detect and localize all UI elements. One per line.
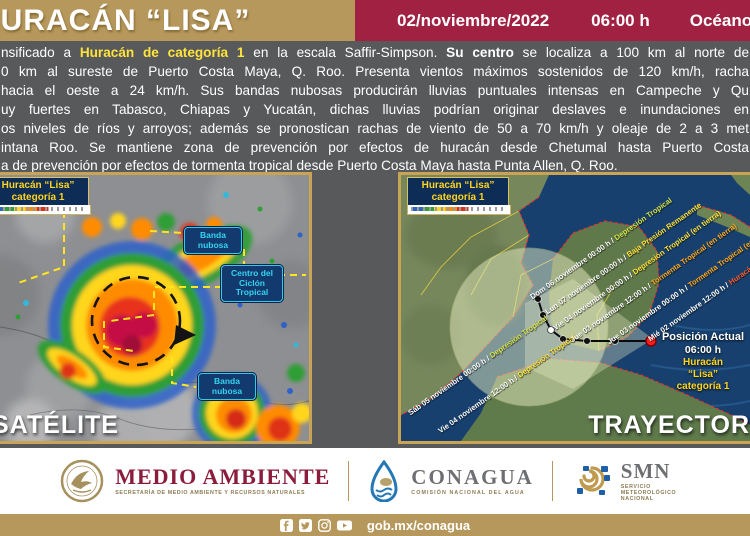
band-label-bottom: Banda nubosa [198,373,256,400]
smn-logo: SMN SERVICIO METEOROLÓGICO NACIONAL [571,460,691,502]
position-storm-category: categoría 1 [676,381,730,392]
youtube-icon[interactable] [336,519,352,532]
bulletin-line-2: 0 km al sureste de Puerto Costa Maya, Q.… [1,63,749,79]
position-storm-name: “Lisa” [687,369,718,380]
storm-badge-title: Huracán “Lisa” [1,180,75,191]
footer-url[interactable]: gob.mx/conagua [366,517,471,533]
header-title-band: HURACÁN “LISA” [0,0,355,41]
conagua-drop-icon [370,460,398,502]
trajectory-caption: TRAYECTORIA [588,411,750,439]
semarnat-logo: MEDIO AMBIENTE SECRETARÍA DE MEDIO AMBIE… [59,458,330,504]
position-title: Posición Actual [661,331,745,343]
bulletin-line-1: nsificado a Huracán de categoría 1 en la… [0,44,749,63]
page-title: HURACÁN “LISA” [0,3,251,37]
storm-badge-subtitle: categoría 1 [11,192,65,203]
semarnat-subtitle: SECRETARÍA DE MEDIO AMBIENTE Y RECURSOS … [115,490,306,496]
smn-title: SMN [620,458,671,483]
position-time: 06:00 h [684,344,722,356]
bulletin-line-3: hacia el oeste a 24 km/h. Sus bandas nub… [1,82,749,98]
current-position-label: Posición Actual 06:00 h Huracán “Lisa” c… [647,331,750,393]
storm-badge: Huracán “Lisa” categoría 1 [407,177,509,206]
institution-footer: MEDIO AMBIENTE SECRETARÍA DE MEDIO AMBIE… [0,448,750,514]
bulletin-time: 06:00 h [591,10,650,30]
conagua-title: CONAGUA [411,464,534,489]
line1-highlight: Huracán de categoría 1 [79,45,245,60]
trajectory-panel: Huracán “Lisa” categoría 1 Sáb 05 noviem… [398,172,750,444]
header-meta-band: 02/noviembre/2022 06:00 h Océano Atlánti… [355,0,750,41]
semarnat-seal-icon [60,459,104,503]
smn-swirl-icon [576,466,610,495]
facebook-icon[interactable] [279,518,293,532]
footer-divider [551,461,553,501]
smn-subtitle: SERVICIO METEOROLÓGICO NACIONAL [620,483,677,502]
band-label-top: Banda nubosa [184,227,242,254]
color-scale-strip [407,205,511,215]
instagram-icon[interactable] [317,518,331,532]
bulletin-basin: Océano Atlántico [689,10,750,30]
bottom-bar: gob.mx/conagua [0,514,750,536]
storm-badge-subtitle: categoría 1 [431,192,485,203]
line1-post: se localiza a 100 km al norte de [513,45,750,60]
position-storm-type: Huracán [682,357,723,368]
line1-pre: nsificado a [1,45,80,60]
semarnat-title: MEDIO AMBIENTE [115,464,331,489]
trajectory-map-image [401,175,750,441]
line1-mid: en la escala Saffir-Simpson. [244,45,447,60]
satellite-caption: SATÉLITE [0,411,119,439]
bulletin-line-5: os niveles de ríos y arroyos; además se … [1,120,749,136]
conagua-subtitle: COMISIÓN NACIONAL DEL AGUA [411,489,525,496]
header-bar: HURACÁN “LISA” 02/noviembre/2022 06:00 h… [0,0,750,41]
bulletin-line-7: a de prevención por efectos de tormenta … [1,158,618,174]
satellite-panel: Huracán “Lisa” categoría 1 Banda nubosa … [0,172,312,444]
social-icons [279,518,352,532]
bulletin-line-4: uy fuertes en Tabasco, Chiapas y Yucatán… [1,101,749,117]
bulletin-paragraph: nsificado a Huracán de categoría 1 en la… [0,41,750,175]
color-scale-strip [0,205,91,215]
storm-badge-title: Huracán “Lisa” [421,180,495,191]
bulletin-line-6: intana Roo. Se mantiene zona de prevenci… [1,139,749,155]
line1-bold: Su centro [446,45,514,60]
storm-badge: Huracán “Lisa” categoría 1 [0,177,89,206]
bulletin-date: 02/noviembre/2022 [397,10,550,30]
conagua-logo: CONAGUA COMISIÓN NACIONAL DEL AGUA [367,460,534,502]
twitter-icon[interactable] [298,518,312,532]
footer-divider [348,461,350,501]
cyclone-center-label: Centro del Ciclón Tropical [221,265,283,302]
